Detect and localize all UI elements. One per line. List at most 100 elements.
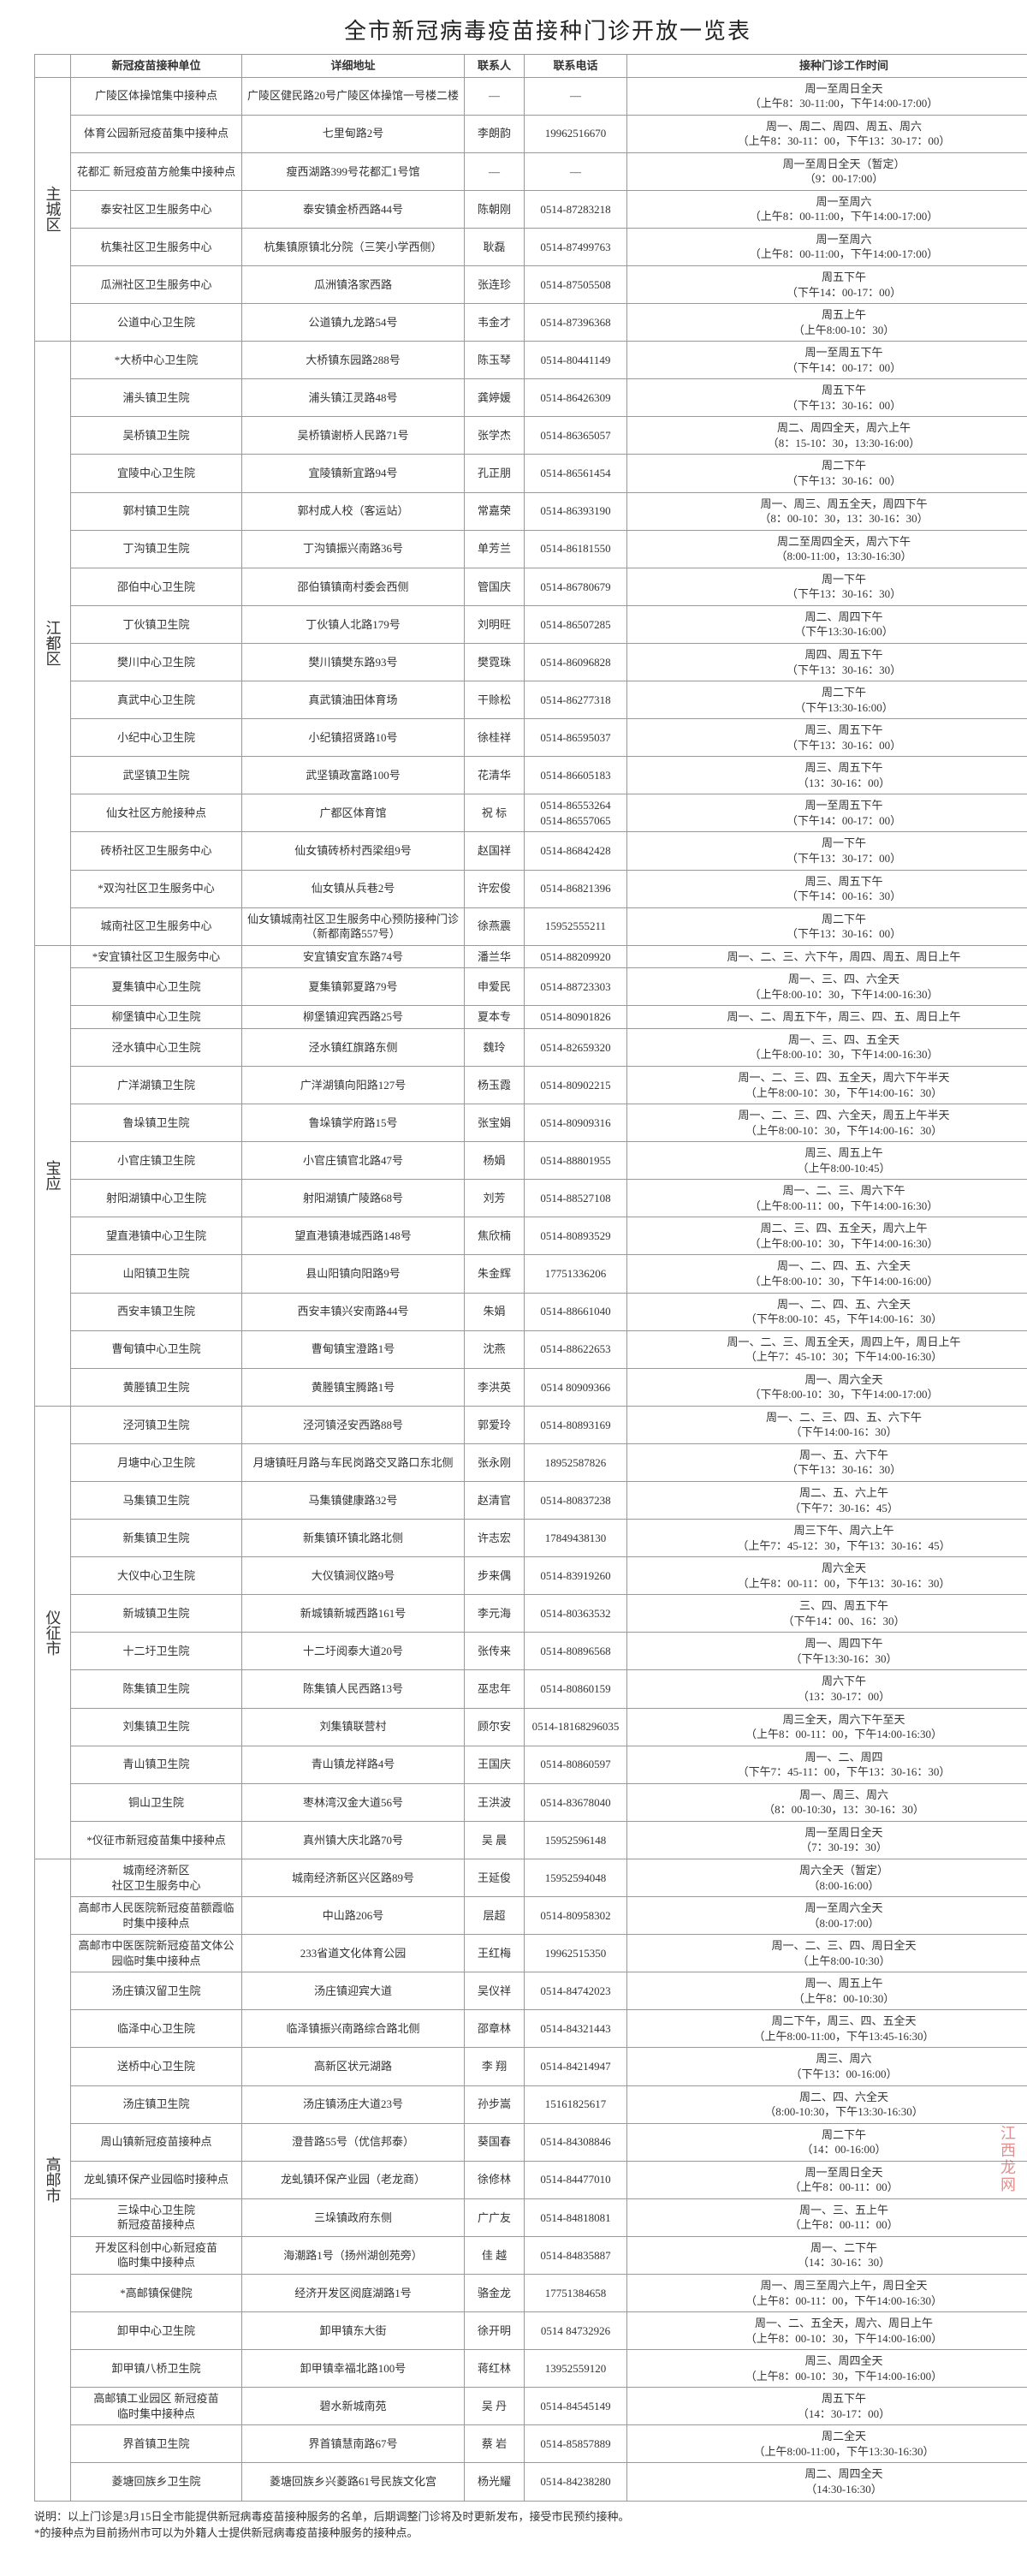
table-row: 西安丰镇卫生院西安丰镇兴安南路44号朱娟0514-88661040周一、二、四、… — [35, 1293, 1027, 1330]
cell-addr: 仙女镇砖桥村西梁组9号 — [242, 832, 465, 870]
cell-hours: 周二、五、六上午（下午7：30-16：45） — [627, 1482, 1027, 1520]
cell-hours: 周一至周六（上午8：00-11:00，下午14:00-17:00） — [627, 190, 1027, 228]
table-row: 青山镇卫生院青山镇龙祥路4号王国庆0514-80860597周一、二、周四（下午… — [35, 1746, 1027, 1783]
cell-phone: 0514-88209920 — [525, 945, 627, 968]
cell-unit: 夏集镇中心卫生院 — [71, 968, 242, 1006]
cell-addr: 杭集镇原镇北分院（三笑小学西侧） — [242, 228, 465, 265]
cell-phone: 0514-80902215 — [525, 1066, 627, 1104]
cell-addr: 新集镇环镇北路北侧 — [242, 1520, 465, 1557]
cell-contact: — — [465, 152, 525, 190]
cell-unit: 三垛中心卫生院新冠疫苗接种点 — [71, 2198, 242, 2236]
cell-addr: 马集镇健康路32号 — [242, 1482, 465, 1520]
cell-hours: 周一、二下午（14：30-16：30） — [627, 2236, 1027, 2274]
cell-addr: 233省道文化体育公园 — [242, 1935, 465, 1972]
table-row: 郭村镇卫生院郭村成人校（客运站）常嘉荣0514-86393190周一、周三、周五… — [35, 492, 1027, 530]
cell-phone: 0514-84742023 — [525, 1972, 627, 2010]
table-row: 丁伙镇卫生院丁伙镇人北路179号刘明旺0514-86507285周二、周四下午（… — [35, 605, 1027, 643]
cell-phone: 15952555211 — [525, 907, 627, 945]
table-row: 黄塍镇卫生院黄塍镇宝腾路1号李洪英0514 80909366周一、周六全天（下午… — [35, 1368, 1027, 1406]
col-addr: 详细地址 — [242, 55, 465, 78]
cell-hours: 周一至周日全天（7：30-19：30） — [627, 1821, 1027, 1859]
cell-unit: 泾水镇中心卫生院 — [71, 1028, 242, 1066]
cell-phone: 0514-80896568 — [525, 1633, 627, 1670]
cell-phone: 0514-88661040 — [525, 1293, 627, 1330]
cell-unit: 望直港镇中心卫生院 — [71, 1217, 242, 1255]
footer-note: 说明：以上门诊是3月15日全市能提供新冠病毒疫苗接种服务的名单，后期调整门诊将及… — [34, 2508, 1027, 2542]
cell-hours: 周六全天（暂定）（8:00-16:00） — [627, 1859, 1027, 1896]
cell-unit: 汤庄镇汉留卫生院 — [71, 1972, 242, 2010]
cell-phone: 0514-84545149 — [525, 2388, 627, 2425]
table-row: 真武中心卫生院真武镇油田体育场干赊松0514-86277318周二下午（下午13… — [35, 681, 1027, 719]
cell-unit: 大仪中心卫生院 — [71, 1557, 242, 1595]
cell-hours: 周三、周四全天（上午8：00-10：30，下午14:00-16:00） — [627, 2350, 1027, 2388]
table-row: 夏集镇中心卫生院夏集镇郭夏路79号申爱民0514-88723303周一、三、四、… — [35, 968, 1027, 1006]
cell-hours: 周二全天（上午8:00-11:00，下午13:30-16:30） — [627, 2425, 1027, 2463]
region-cell: 主城区 — [35, 77, 71, 342]
cell-phone: 0514-80901826 — [525, 1006, 627, 1029]
cell-contact: 张学杰 — [465, 417, 525, 455]
table-row: 砖桥社区卫生服务中心仙女镇砖桥村西梁组9号赵国祥0514-86842428周一下… — [35, 832, 1027, 870]
cell-unit: 高邮市中医医院新冠疫苗文体公园临时集中接种点 — [71, 1935, 242, 1972]
cell-phone: 0514-865532640514-86557065 — [525, 794, 627, 832]
cell-hours: 周一、三、五上午（上午8：00-11：00） — [627, 2198, 1027, 2236]
table-row: 十二圩卫生院十二圩阅泰大道20号张传来0514-80896568周一、周四下午（… — [35, 1633, 1027, 1670]
table-row: 宝应*安宜镇社区卫生服务中心安宜镇安宜东路74号潘兰华0514-88209920… — [35, 945, 1027, 968]
table-header-row: 新冠疫苗接种单位 详细地址 联系人 联系电话 接种门诊工作时间 — [35, 55, 1027, 78]
cell-unit: 送桥中心卫生院 — [71, 2048, 242, 2085]
table-row: 马集镇卫生院马集镇健康路32号赵清官0514-80837238周二、五、六上午（… — [35, 1482, 1027, 1520]
cell-hours: 周六全天（上午8：00-11：00，下午13：30-16：30） — [627, 1557, 1027, 1595]
cell-phone: 0514-84214947 — [525, 2048, 627, 2085]
cell-contact: 朱娟 — [465, 1293, 525, 1330]
cell-addr: 丁沟镇振兴南路36号 — [242, 530, 465, 568]
table-row: 临泽中心卫生院临泽镇振兴南路综合路北侧邵章林0514-84321443周二下午，… — [35, 2010, 1027, 2048]
cell-hours: 周一、二、周五下午，周三、四、五、周日上午 — [627, 1006, 1027, 1029]
cell-phone: 19962515350 — [525, 1935, 627, 1972]
cell-phone: 0514-84477010 — [525, 2161, 627, 2198]
cell-hours: 周五下午（下午14：00-17：00） — [627, 266, 1027, 304]
cell-phone: 0514-88723303 — [525, 968, 627, 1006]
cell-contact: 干赊松 — [465, 681, 525, 719]
cell-contact: 常嘉荣 — [465, 492, 525, 530]
cell-phone: 0514-88801955 — [525, 1142, 627, 1180]
cell-addr: 瓜洲镇洛家西路 — [242, 266, 465, 304]
cell-hours: 周一、周六全天（下午8:00-10：30，下午14:00-17:00） — [627, 1368, 1027, 1406]
cell-addr: 陈集镇人民西路13号 — [242, 1670, 465, 1708]
cell-unit: 高邮镇工业园区 新冠疫苗临时集中接种点 — [71, 2388, 242, 2425]
cell-addr: 西安丰镇兴安南路44号 — [242, 1293, 465, 1330]
cell-unit: 周山镇新冠疫苗接种点 — [71, 2123, 242, 2161]
cell-contact: 张传来 — [465, 1633, 525, 1670]
cell-unit: 曹甸镇中心卫生院 — [71, 1330, 242, 1368]
table-row: *双沟社区卫生服务中心仙女镇从兵巷2号许宏俊0514-86821396周三、周五… — [35, 870, 1027, 907]
region-cell: 宝应 — [35, 945, 71, 1406]
table-row: 仪征市泾河镇卫生院泾河镇泾安西路88号郭爱玲0514-80893169周一、二、… — [35, 1406, 1027, 1443]
cell-unit: 新城镇卫生院 — [71, 1595, 242, 1633]
cell-addr: 澄昔路55号（优信邦泰） — [242, 2123, 465, 2161]
cell-hours: 周一、三、四、五全天（上午8:00-10：30，下午14:00-16:30） — [627, 1028, 1027, 1066]
cell-unit: 十二圩卫生院 — [71, 1633, 242, 1670]
cell-addr: 三垛镇政府东侧 — [242, 2198, 465, 2236]
cell-phone: 0514-80860159 — [525, 1670, 627, 1708]
cell-phone: 0514-83678040 — [525, 1783, 627, 1821]
cell-contact: 李洪英 — [465, 1368, 525, 1406]
table-row: 山阳镇卫生院县山阳镇向阳路9号朱金辉17751336206周一、二、四、五、六全… — [35, 1255, 1027, 1293]
cell-contact: 徐燕震 — [465, 907, 525, 945]
cell-unit: 菱塘回族乡卫生院 — [71, 2463, 242, 2501]
cell-hours: 周二下午（下午13：30-16：00） — [627, 455, 1027, 492]
cell-addr: 大桥镇东园路288号 — [242, 342, 465, 379]
cell-phone: 0514-84308846 — [525, 2123, 627, 2161]
cell-addr: 武坚镇政富路100号 — [242, 757, 465, 794]
cell-contact: 李元海 — [465, 1595, 525, 1633]
cell-phone: — — [525, 152, 627, 190]
cell-unit: 陈集镇卫生院 — [71, 1670, 242, 1708]
cell-contact: 郭爱玲 — [465, 1406, 525, 1443]
region-cell: 江都区 — [35, 342, 71, 946]
cell-unit: 浦头镇卫生院 — [71, 379, 242, 417]
cell-addr: 瘦西湖路399号花都汇1号馆 — [242, 152, 465, 190]
cell-contact: 张连珍 — [465, 266, 525, 304]
cell-addr: 浦头镇江灵路48号 — [242, 379, 465, 417]
cell-phone: 0514 80909366 — [525, 1368, 627, 1406]
cell-addr: 经济开发区阅庭湖路1号 — [242, 2274, 465, 2311]
cell-addr: 高新区状元湖路 — [242, 2048, 465, 2085]
cell-contact: 韦金才 — [465, 304, 525, 342]
cell-hours: 周一、二、三、周五全天，周四上午，周日上午（上午7：45-10：30；下午14:… — [627, 1330, 1027, 1368]
